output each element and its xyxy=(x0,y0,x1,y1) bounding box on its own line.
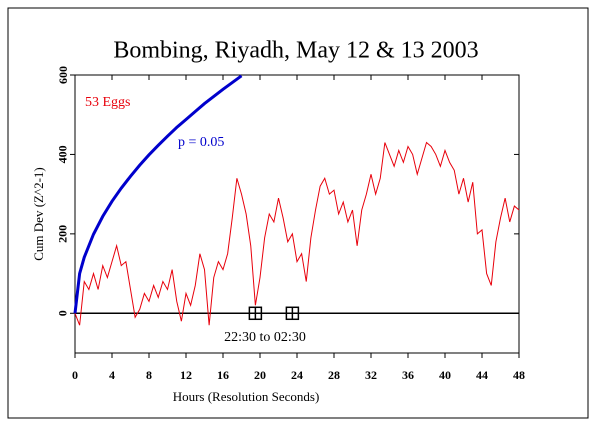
x-axis-label: Hours (Resolution Seconds) xyxy=(173,389,320,404)
y-axis-label: Cum Dev (Z^2-1) xyxy=(31,167,46,260)
x-tick-label: 16 xyxy=(217,368,229,382)
event-marker xyxy=(285,306,300,321)
event-marker xyxy=(248,306,263,321)
y-tick-label: 200 xyxy=(56,225,70,243)
plot-frame xyxy=(74,74,520,354)
x-tick-label: 0 xyxy=(72,368,78,382)
annotation: p = 0.05 xyxy=(178,135,224,150)
x-tick-label: 32 xyxy=(365,368,377,382)
annotation: 53 Eggs xyxy=(85,95,131,110)
x-tick-label: 40 xyxy=(439,368,451,382)
x-tick-label: 48 xyxy=(513,368,525,382)
x-tick-label: 24 xyxy=(291,368,303,382)
x-tick-label: 8 xyxy=(146,368,152,382)
x-tick-label: 28 xyxy=(328,368,340,382)
series-line xyxy=(73,74,243,314)
x-tick-label: 36 xyxy=(402,368,414,382)
chart-title: Bombing, Riyadh, May 12 & 13 2003 xyxy=(113,38,478,64)
x-tick-label: 4 xyxy=(109,368,115,382)
y-tick-label: 600 xyxy=(56,66,70,84)
frame xyxy=(7,7,589,419)
x-tick-label: 44 xyxy=(476,368,488,382)
y-tick-label: 0 xyxy=(56,310,70,316)
series-line xyxy=(74,141,520,326)
x-tick-label: 20 xyxy=(254,368,266,382)
y-tick-label: 400 xyxy=(56,145,70,163)
x-tick-label: 12 xyxy=(180,368,192,382)
annotation: 22:30 to 02:30 xyxy=(224,330,306,345)
